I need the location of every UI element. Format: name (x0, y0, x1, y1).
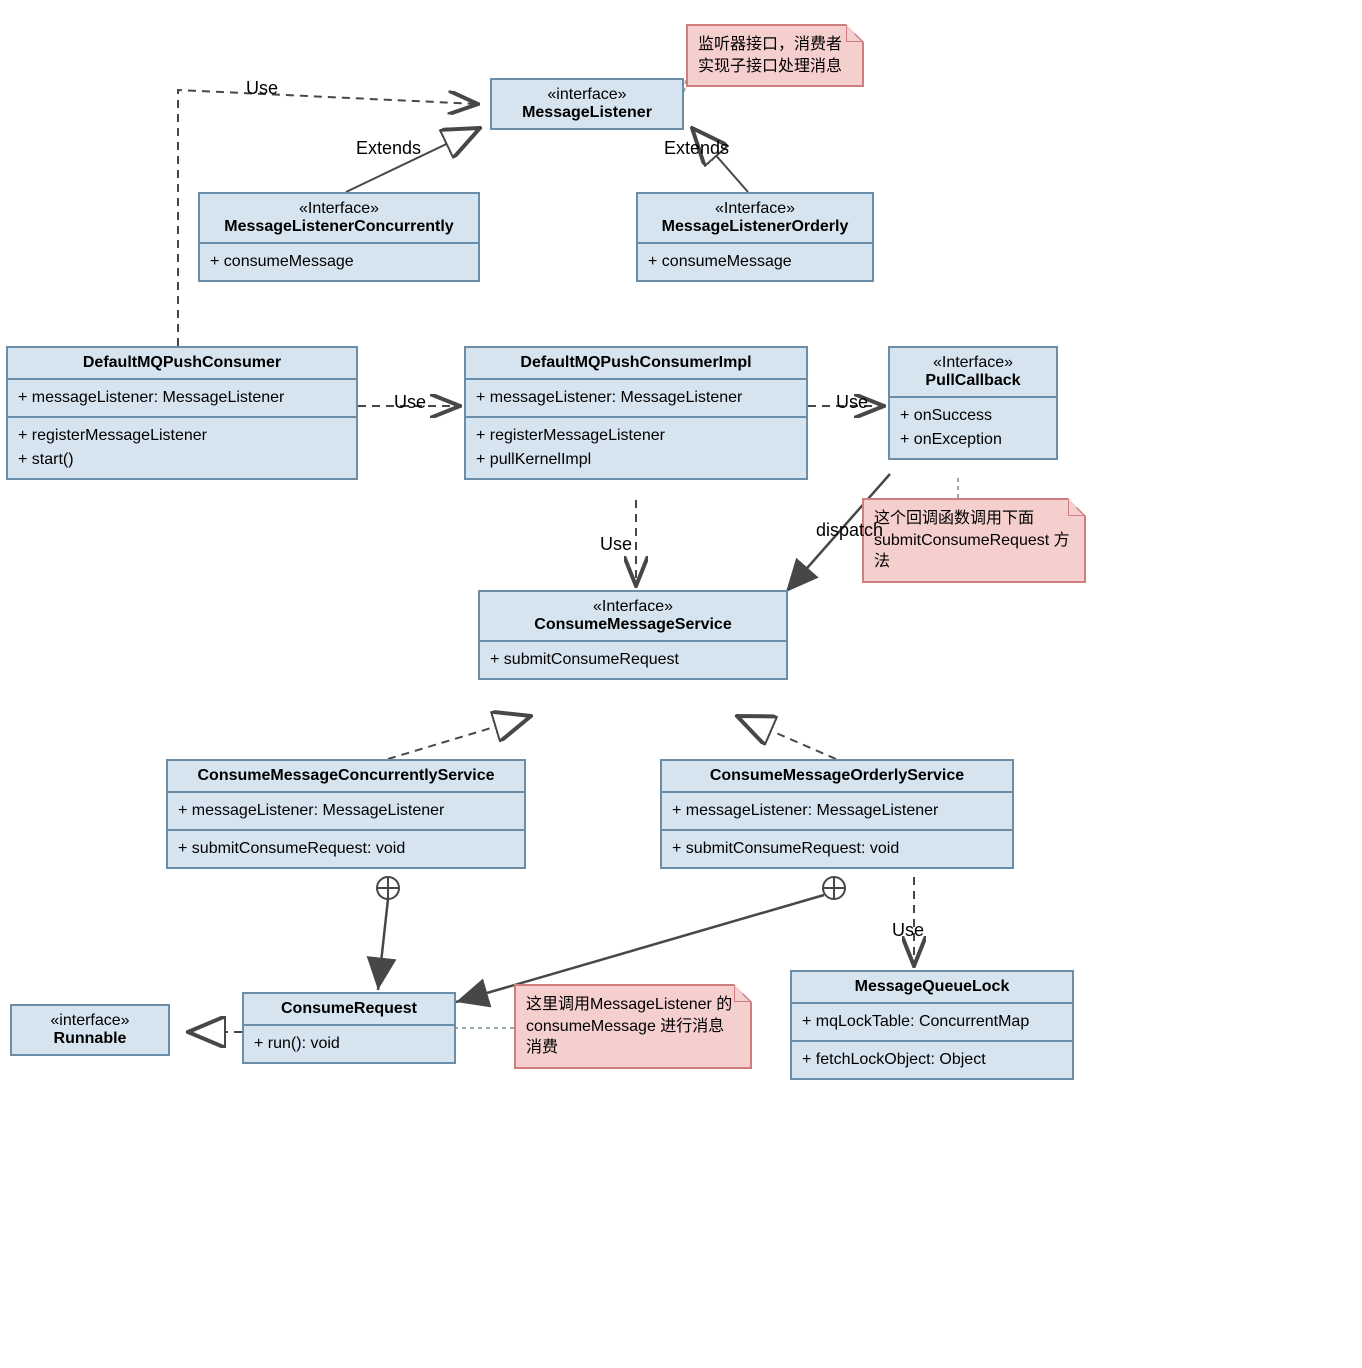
uml-canvas: «interface» MessageListener «Interface» … (0, 0, 1362, 1368)
class-message-queue-lock: MessageQueueLock + mqLockTable: Concurre… (790, 970, 1074, 1080)
attr: + mqLockTable: ConcurrentMap (802, 1010, 1062, 1034)
class-name: ConsumeMessageConcurrentlyService (176, 767, 516, 785)
op: + onException (900, 428, 1046, 452)
note-callback-desc: 这个回调函数调用下面 submitConsumeRequest 方法 (862, 498, 1086, 583)
attr: + messageListener: MessageListener (18, 386, 346, 410)
stereotype: «interface» (20, 1012, 160, 1030)
class-consume-message-service: «Interface» ConsumeMessageService + subm… (478, 590, 788, 680)
op: + pullKernelImpl (476, 448, 796, 472)
class-consume-request: ConsumeRequest + run(): void (242, 992, 456, 1064)
op: + onSuccess (900, 404, 1046, 428)
class-pull-callback: «Interface» PullCallback + onSuccess + o… (888, 346, 1058, 460)
note-listener-desc: 监听器接口，消费者实现子接口处理消息 (686, 24, 864, 87)
class-message-listener-concurrently: «Interface» MessageListenerConcurrently … (198, 192, 480, 282)
class-cm-concurrently-service: ConsumeMessageConcurrentlyService + mess… (166, 759, 526, 869)
attr: + messageListener: MessageListener (672, 799, 1002, 823)
class-cm-orderly-service: ConsumeMessageOrderlyService + messageLi… (660, 759, 1014, 869)
class-name: MessageQueueLock (800, 978, 1064, 996)
nested-marker-2 (823, 877, 845, 899)
edge-label-dispatch: dispatch (816, 520, 883, 541)
op: + submitConsumeRequest: void (178, 837, 514, 861)
note-text: 监听器接口，消费者实现子接口处理消息 (698, 36, 842, 75)
stereotype: «Interface» (646, 200, 864, 218)
class-name: ConsumeMessageService (488, 616, 778, 634)
op: + start() (18, 448, 346, 472)
op: + fetchLockObject: Object (802, 1048, 1062, 1072)
op: + submitConsumeRequest: void (672, 837, 1002, 861)
stereotype: «Interface» (488, 598, 778, 616)
note-text: 这里调用MessageListener 的 consumeMessage 进行消… (526, 996, 732, 1056)
nested-marker-1 (377, 877, 399, 899)
op: + run(): void (254, 1032, 444, 1056)
class-name: MessageListener (500, 104, 674, 122)
op: + registerMessageListener (476, 424, 796, 448)
op: + submitConsumeRequest (490, 648, 776, 672)
class-name: DefaultMQPushConsumerImpl (474, 354, 798, 372)
stereotype: «Interface» (898, 354, 1048, 372)
class-name: MessageListenerOrderly (646, 218, 864, 236)
edge-label-extends: Extends (356, 138, 421, 159)
class-name: Runnable (20, 1030, 160, 1048)
class-message-listener: «interface» MessageListener (490, 78, 684, 130)
note-text: 这个回调函数调用下面 submitConsumeRequest 方法 (874, 510, 1070, 570)
edge-label-use: Use (836, 392, 868, 413)
edge-nested-conc-req (378, 899, 388, 990)
class-name: PullCallback (898, 372, 1048, 390)
class-name: ConsumeRequest (252, 1000, 446, 1018)
edge-realize-orderly-svc (737, 716, 836, 759)
edge-label-use: Use (246, 78, 278, 99)
attr: + messageListener: MessageListener (476, 386, 796, 410)
class-default-mq-push-consumer-impl: DefaultMQPushConsumerImpl + messageListe… (464, 346, 808, 480)
stereotype: «interface» (500, 86, 674, 104)
class-name: MessageListenerConcurrently (208, 218, 470, 236)
attr: + messageListener: MessageListener (178, 799, 514, 823)
op: + consumeMessage (648, 250, 862, 274)
class-message-listener-orderly: «Interface» MessageListenerOrderly + con… (636, 192, 874, 282)
stereotype: «Interface» (208, 200, 470, 218)
op: + consumeMessage (210, 250, 468, 274)
edge-label-use: Use (600, 534, 632, 555)
edge-label-extends: Extends (664, 138, 729, 159)
class-default-mq-push-consumer: DefaultMQPushConsumer + messageListener:… (6, 346, 358, 480)
class-name: DefaultMQPushConsumer (16, 354, 348, 372)
edge-label-use: Use (892, 920, 924, 941)
edge-label-use: Use (394, 392, 426, 413)
edge-realize-concurrently-svc (388, 716, 531, 759)
op: + registerMessageListener (18, 424, 346, 448)
note-consume-desc: 这里调用MessageListener 的 consumeMessage 进行消… (514, 984, 752, 1069)
class-runnable: «interface» Runnable (10, 1004, 170, 1056)
class-name: ConsumeMessageOrderlyService (670, 767, 1004, 785)
